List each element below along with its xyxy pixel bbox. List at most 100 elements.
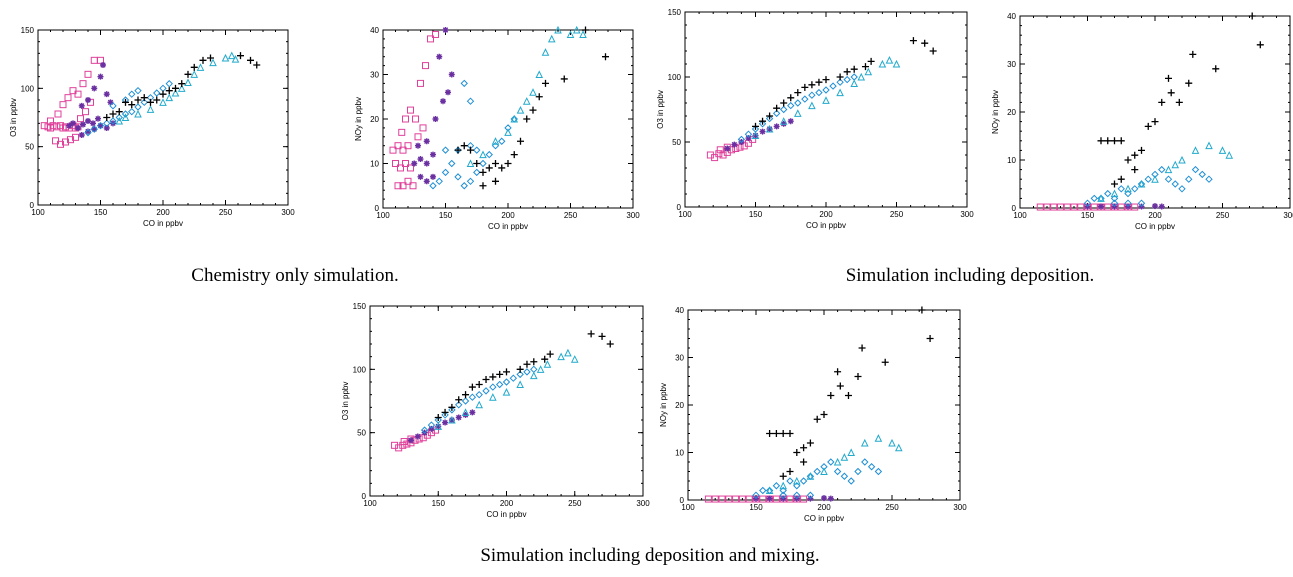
data-point-cyan: [564, 348, 572, 357]
data-point-cyan: [874, 434, 883, 442]
x-tick-label: 200: [1148, 211, 1162, 220]
data-point-cyan: [566, 30, 575, 38]
data-point-cyan: [177, 84, 186, 92]
data-point-purple: [442, 419, 449, 426]
y-tick-label: 30: [370, 71, 379, 80]
data-point-black: [909, 37, 917, 45]
data-point-cyan: [806, 472, 815, 480]
data-point-magenta: [417, 79, 424, 87]
data-point-black: [858, 344, 866, 352]
data-point-black: [492, 160, 499, 167]
data-point-purple: [95, 115, 101, 122]
plot-frame: [1019, 15, 1291, 209]
data-point-cyan: [1205, 141, 1213, 150]
data-point-cyan: [1097, 194, 1105, 202]
data-point-blue: [420, 426, 429, 434]
data-point-blue: [1178, 185, 1186, 193]
x-tick-label: 300: [636, 499, 650, 508]
data-point-black: [1256, 41, 1264, 49]
data-point-cyan: [510, 114, 519, 123]
data-point-purple: [1152, 203, 1158, 210]
data-point-blue: [801, 95, 809, 103]
x-tick-label: 300: [960, 210, 974, 219]
y-axis-label: O3 in ppbv: [341, 382, 350, 421]
data-point-blue: [836, 78, 844, 86]
data-point-black: [467, 146, 474, 154]
data-point-black: [1212, 65, 1220, 73]
data-point-blue: [455, 401, 463, 409]
y-tick-label: 100: [21, 84, 35, 93]
data-point-black: [529, 106, 537, 114]
data-point-black: [926, 335, 934, 342]
data-point-cyan: [209, 58, 217, 67]
data-point-blue: [475, 390, 483, 399]
data-point-magenta: [715, 150, 723, 158]
data-point-blue: [854, 467, 862, 476]
scatter-plot: 100 150 200 250 300 0 50 100 150 CO in ppbv O3 in …: [9, 26, 295, 228]
data-point-cyan: [1110, 189, 1119, 198]
data-point-blue: [779, 491, 787, 499]
data-point-magenta: [711, 495, 719, 503]
data-point-black: [455, 396, 463, 404]
data-point-black: [473, 160, 481, 167]
data-point-purple: [85, 128, 91, 135]
x-tick-label: 200: [817, 503, 831, 512]
data-point-black: [546, 350, 554, 358]
data-point-blue: [128, 107, 136, 116]
data-point-black: [253, 61, 261, 69]
data-point-black: [786, 430, 794, 437]
data-point-purple: [423, 160, 430, 167]
data-point-cyan: [1191, 146, 1200, 154]
data-point-magenta: [711, 154, 719, 162]
data-point-blue: [530, 365, 538, 374]
data-point-black: [207, 54, 214, 62]
data-point-cyan: [833, 457, 842, 466]
data-point-black: [462, 391, 470, 399]
data-point-cyan: [529, 371, 538, 380]
data-point-purple: [787, 118, 794, 125]
data-point-blue: [759, 486, 767, 495]
data-point-magenta: [1070, 203, 1078, 211]
data-point-blue: [489, 383, 497, 391]
data-point-blue: [427, 421, 436, 429]
data-point-black: [772, 430, 780, 437]
data-point-black: [460, 142, 468, 150]
data-point-blue: [441, 411, 449, 419]
x-tick-label: 100: [31, 208, 45, 217]
data-point-cyan: [541, 48, 550, 56]
y-tick-label: 40: [675, 306, 684, 315]
data-point-black: [1175, 98, 1183, 106]
data-point-black: [159, 90, 167, 98]
data-point-magenta: [398, 128, 406, 136]
x-axis-label: CO in ppbv: [1135, 222, 1175, 231]
data-point-magenta: [738, 495, 746, 503]
data-point-black: [1111, 180, 1118, 188]
data-point-black: [510, 151, 518, 159]
x-tick-label: 250: [564, 211, 578, 220]
data-point-purple: [75, 125, 81, 131]
data-point-purple: [90, 120, 96, 127]
data-point-black: [813, 415, 821, 423]
plot-frame: [687, 309, 961, 501]
data-point-blue: [96, 121, 105, 130]
data-point-cyan: [516, 105, 525, 114]
data-point-purple: [448, 71, 455, 78]
data-point-blue: [861, 458, 869, 466]
y-axis-label: NOy in ppbv: [659, 383, 668, 427]
data-point-purple: [766, 495, 773, 502]
data-point-blue: [134, 86, 142, 95]
data-point-purple: [100, 62, 106, 68]
data-point-cyan: [221, 53, 230, 62]
data-point-purple: [821, 495, 827, 502]
data-point-black: [780, 99, 788, 107]
data-point-purple: [731, 141, 738, 148]
data-point-blue: [1104, 189, 1112, 198]
data-point-black: [808, 81, 816, 89]
data-point-blue: [794, 99, 802, 107]
data-point-magenta: [62, 138, 69, 146]
dep-o3-chart: 100 150 200 250 300 0 50 100 150 CO in ppbv O3 in …: [645, 2, 980, 242]
data-point-cyan: [466, 159, 475, 167]
data-point-purple: [430, 173, 436, 180]
data-point-blue: [1164, 175, 1173, 183]
data-point-blue: [1110, 194, 1119, 203]
